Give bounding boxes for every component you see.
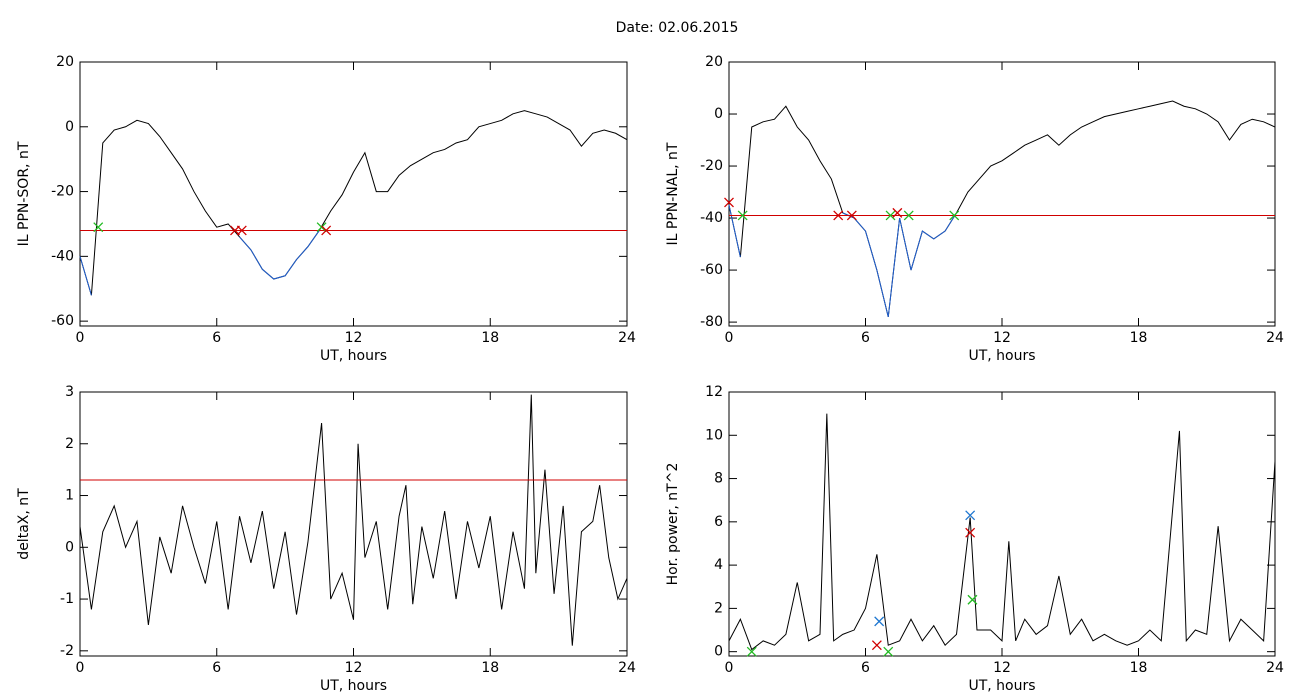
y-axis-label: IL PPN-SOR, nT: [16, 141, 32, 246]
cross-marker: [724, 197, 734, 208]
data-line: [728, 413, 1276, 651]
y-tick-label: 8: [714, 471, 723, 487]
cross-marker: [965, 510, 976, 521]
x-tick-label: 0: [725, 330, 734, 346]
x-tick-label: 24: [1266, 330, 1284, 346]
cross-marker: [883, 646, 894, 657]
x-axis-label: UT, hours: [320, 678, 387, 694]
x-axis-label: UT, hours: [968, 678, 1035, 694]
cross-marker: [737, 210, 748, 221]
y-tick-label: 6: [714, 514, 723, 530]
y-tick-label: -20: [51, 184, 74, 200]
cross-marker: [874, 616, 885, 627]
y-tick-label: -1: [60, 591, 74, 607]
y-tick-label: -80: [700, 314, 723, 330]
y-tick-label: 2: [714, 600, 723, 616]
cross-marker: [833, 210, 844, 221]
data-line: [79, 394, 628, 646]
y-tick-label: 10: [705, 427, 723, 443]
y-axis-label: deltaX, nT: [16, 488, 32, 560]
figure-title: Date: 02.06.2015: [616, 20, 739, 36]
y-tick-label: 1: [65, 488, 74, 504]
y-axis-label: IL PPN-NAL, nT: [665, 142, 681, 245]
cross-marker: [967, 594, 978, 605]
y-tick-label: 0: [65, 539, 74, 555]
cross-marker: [236, 225, 247, 236]
data-line: [79, 230, 320, 296]
x-tick-label: 24: [1266, 660, 1284, 676]
x-tick-label: 6: [212, 330, 221, 346]
y-tick-label: 20: [56, 54, 74, 70]
y-tick-label: -40: [51, 248, 74, 264]
x-axis-label: UT, hours: [968, 348, 1035, 364]
y-tick-label: 2: [65, 436, 74, 452]
y-tick-label: -40: [700, 210, 723, 226]
y-tick-label: 0: [65, 119, 74, 135]
x-tick-label: 0: [76, 660, 85, 676]
data-line: [728, 100, 1276, 318]
data-line: [728, 204, 957, 318]
cross-marker: [903, 210, 914, 221]
x-tick-label: 12: [993, 330, 1011, 346]
cross-marker: [746, 646, 757, 657]
y-tick-label: 0: [714, 644, 723, 660]
y-axis-label: Hor. power, nT^2: [665, 463, 681, 586]
cross-marker: [93, 222, 104, 233]
cross-marker: [321, 225, 332, 236]
x-tick-label: 12: [345, 330, 363, 346]
x-tick-label: 12: [345, 660, 363, 676]
y-tick-label: 4: [714, 557, 723, 573]
cross-marker: [965, 527, 976, 538]
plot: 0 6 12 18 24 -80 -60 -40 -20 0 20 UT, hours IL PPN-N…: [665, 54, 1284, 364]
x-tick-label: 6: [212, 660, 221, 676]
x-tick-label: 18: [481, 660, 499, 676]
x-tick-label: 18: [1130, 330, 1148, 346]
x-tick-label: 18: [1130, 660, 1148, 676]
x-tick-label: 24: [618, 330, 636, 346]
x-axis-label: UT, hours: [320, 348, 387, 364]
cross-marker: [885, 210, 896, 221]
data-line: [79, 110, 628, 296]
x-tick-label: 6: [861, 330, 870, 346]
y-tick-label: 20: [705, 54, 723, 70]
y-tick-label: 12: [705, 384, 723, 400]
y-tick-label: -60: [51, 313, 74, 329]
y-tick-label: 0: [714, 106, 723, 122]
cross-marker: [871, 640, 882, 651]
y-tick-label: -60: [700, 262, 723, 278]
y-tick-label: -2: [60, 643, 74, 659]
plot: 0 6 12 18 24 -60 -40 -20 0 20 UT, hours IL PPN-SOR,…: [16, 54, 636, 364]
x-tick-label: 0: [725, 660, 734, 676]
cross-marker: [892, 207, 903, 218]
y-tick-label: -20: [700, 158, 723, 174]
x-tick-label: 12: [993, 660, 1011, 676]
x-tick-label: 6: [861, 660, 870, 676]
y-tick-label: 3: [65, 384, 74, 400]
x-tick-label: 24: [618, 660, 636, 676]
cross-marker: [949, 210, 960, 221]
cross-marker: [846, 210, 857, 221]
x-tick-label: 0: [76, 330, 85, 346]
cross-marker: [316, 222, 327, 233]
x-tick-label: 18: [481, 330, 499, 346]
